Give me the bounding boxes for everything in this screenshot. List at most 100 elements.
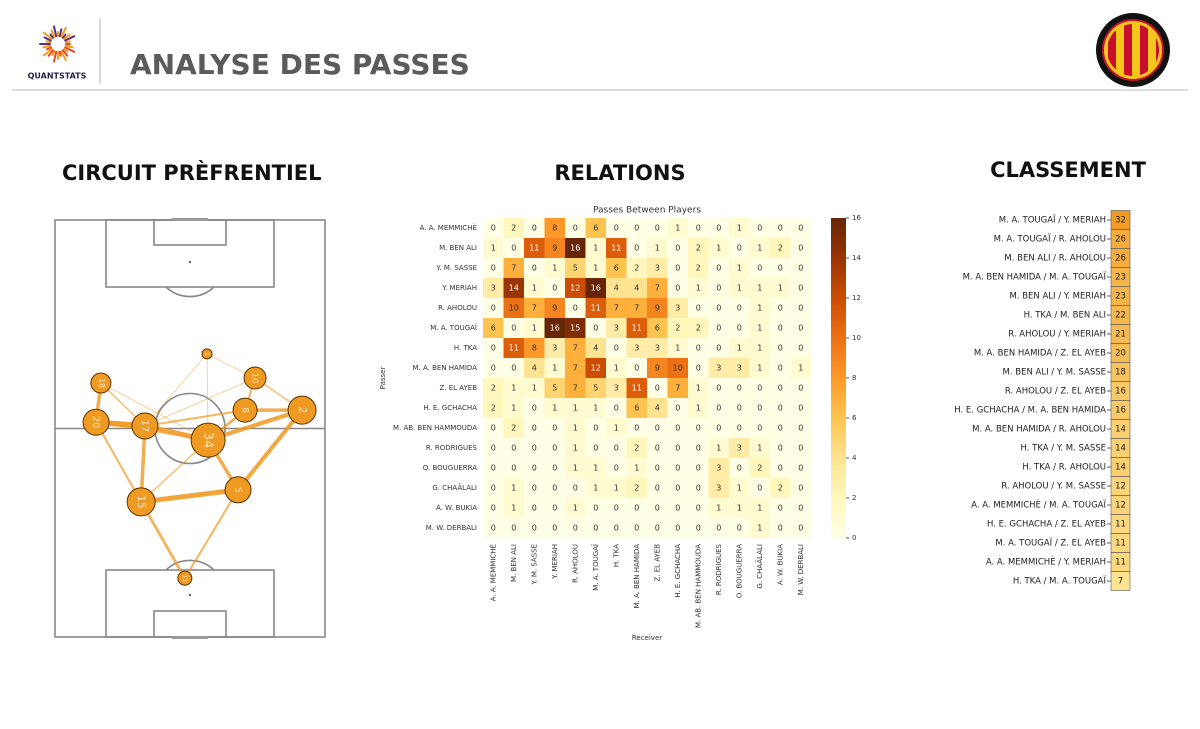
cell-label: 1: [737, 264, 742, 273]
cell-label: 0: [655, 484, 660, 493]
heat-cell: [524, 338, 545, 359]
cell-label: 1: [532, 324, 537, 333]
heat-cell: [606, 338, 627, 359]
cell-label: 2: [675, 324, 680, 333]
heat-cell: [647, 398, 668, 419]
heat-cell: [729, 498, 750, 519]
value-label: 11: [1115, 520, 1126, 530]
colorbar: [831, 218, 846, 538]
heat-cell: [503, 218, 525, 239]
cell-label: 7: [573, 344, 578, 353]
heat-cell: [565, 438, 586, 459]
cell-label: 7: [675, 384, 680, 393]
cell-label: 0: [634, 244, 639, 253]
value-label: 26: [1115, 254, 1126, 264]
cell-label: 0: [696, 504, 701, 513]
heat-cell: [483, 498, 504, 519]
heat-cell: [770, 338, 791, 359]
cell-label: 1: [675, 224, 680, 233]
logo-ray: [60, 50, 67, 62]
y-tick-label: A. A. MEMMICHÈ: [420, 223, 477, 232]
heat-cell: [667, 498, 689, 519]
logo-ray: [61, 33, 67, 39]
heat-cell: [503, 258, 525, 279]
cell-label: 0: [778, 404, 783, 413]
player-number: 5: [232, 487, 243, 493]
heat-cell: [565, 358, 586, 379]
cell-label: 4: [532, 364, 537, 373]
heat-cell: [749, 398, 771, 419]
heat-cell: [770, 378, 791, 399]
cell-label: 0: [511, 244, 516, 253]
heat-cell: [585, 398, 607, 419]
heat-cell: [483, 258, 504, 279]
cell-label: 0: [655, 384, 660, 393]
cell-label: 0: [511, 464, 516, 473]
cell-label: 0: [491, 464, 496, 473]
cell-label: 0: [737, 464, 742, 473]
cell-label: 0: [778, 424, 783, 433]
heat-cell: [565, 218, 586, 239]
heat-cell: [667, 478, 689, 499]
cell-label: 2: [634, 444, 639, 453]
heat-cell: [626, 318, 648, 339]
heat-cell: [729, 338, 750, 359]
cell-label: 0: [614, 224, 619, 233]
player-node: [190, 422, 226, 458]
player-number: 15: [135, 495, 147, 508]
x-tick-label: Z. EL AYEB: [653, 544, 661, 582]
cell-label: 0: [491, 424, 496, 433]
heat-cell: [647, 238, 668, 259]
heat-cell: [524, 278, 545, 299]
heat-cell: [729, 318, 750, 339]
heat-cell: [503, 398, 525, 419]
cell-label: 1: [511, 484, 516, 493]
y-tick-label: A. W. BUKIA: [436, 504, 477, 512]
cell-label: 0: [614, 524, 619, 533]
cell-label: 6: [593, 224, 598, 233]
cell-label: 2: [696, 264, 701, 273]
heat-cell: [585, 338, 607, 359]
heat-cell: [688, 438, 709, 459]
logo-ray: [43, 36, 52, 42]
player-number: 20: [90, 416, 101, 428]
heat-cell: [688, 398, 709, 419]
heat-cell: [647, 338, 668, 359]
cell-label: 0: [757, 224, 762, 233]
heat-cell: [585, 498, 607, 519]
heat-cell: [790, 518, 812, 539]
heat-cell: [565, 418, 586, 439]
x-tick-label: M. A. BEN HAMIDA: [633, 544, 641, 609]
heat-cell: [626, 338, 648, 359]
y-tick-label: R. AHOLOU: [438, 304, 477, 312]
cell-label: 0: [655, 424, 660, 433]
heat-cell: [729, 358, 750, 379]
cell-label: 0: [798, 304, 803, 313]
value-label: 14: [1115, 444, 1126, 454]
cell-label: 0: [593, 424, 598, 433]
cell-label: 0: [655, 464, 660, 473]
cell-label: 0: [532, 524, 537, 533]
cell-label: 1: [757, 244, 762, 253]
cell-label: 0: [675, 444, 680, 453]
heat-cell: [503, 318, 525, 339]
heat-cell: [667, 398, 689, 419]
heat-cell: [483, 478, 504, 499]
cell-label: 0: [757, 404, 762, 413]
y-tick-label: R. RODRIGUES: [426, 444, 478, 452]
heat-cell: [606, 218, 627, 239]
logo-ray: [52, 50, 58, 63]
cell-label: 0: [552, 444, 557, 453]
value-label: 14: [1115, 425, 1126, 435]
pair-label: M. A. TOUGAÏ / Z. EL AYEB: [995, 538, 1106, 549]
heat-cell: [544, 278, 566, 299]
cell-label: 1: [593, 404, 598, 413]
colorbar-label: 14: [852, 254, 861, 262]
pair-label: M. BEN ALI / Y. M. SASSE: [1003, 368, 1106, 378]
heat-cell: [585, 238, 607, 259]
value-label: 23: [1115, 273, 1126, 283]
cell-label: 0: [552, 504, 557, 513]
heat-cell: [565, 458, 586, 479]
heat-cell: [647, 378, 668, 399]
